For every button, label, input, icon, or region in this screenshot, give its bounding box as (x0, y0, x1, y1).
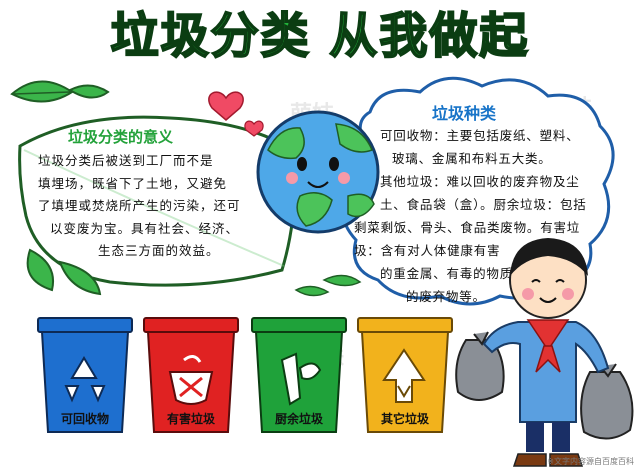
bin-other (357, 317, 453, 433)
meaning-line: 以变废为宝。具有社会、经济、 (50, 220, 240, 236)
bin-recyclable (37, 317, 133, 433)
food-waste-icon (280, 352, 322, 406)
types-line: 剩菜剩饭、骨头、食品类废物。有害垃 (354, 220, 581, 235)
hazard-icon (168, 355, 214, 405)
meaning-line: 了填埋或焚烧所产生的污染，还可 (38, 198, 241, 213)
earth-icon (256, 110, 380, 234)
meaning-text: 垃圾分类后被送到工厂而不是 填埋场，既省下了土地，又避免 了填埋或焚烧所产生的污… (38, 150, 274, 263)
poster-title: 垃圾分类 从我做起 (110, 7, 530, 65)
bin-label-hazardous: 有害垃圾 (166, 412, 215, 426)
types-heading: 垃圾种类 (432, 104, 497, 123)
types-line: 圾：含有对人体健康有害 (354, 243, 501, 258)
bin-hazardous (143, 317, 239, 433)
meaning-line: 垃圾分类后被送到工厂而不是 (38, 153, 214, 168)
boy-illustration (455, 238, 634, 467)
types-line: 土、食品袋（盒）。厨余垃圾：包括 (380, 197, 587, 212)
types-line: 的废弃物等。 (406, 289, 486, 304)
meaning-line: 填埋场，既省下了土地，又避免 (38, 175, 228, 191)
types-line: 玻璃、金属和布料五大类。 (392, 151, 552, 166)
meaning-heading: 垃圾分类的意义 (68, 128, 174, 146)
heart-icon (208, 91, 244, 121)
meaning-line: 生态三方面的效益。 (98, 243, 220, 258)
credit-note: ※文字内容源自百度百科 (547, 457, 634, 466)
trash-bag-icon (455, 331, 505, 401)
types-line: 的重金属、有毒的物质 (380, 266, 514, 281)
bin-label-other: 其它垃圾 (380, 412, 429, 426)
leaf-icon (10, 80, 110, 103)
heart-icon (244, 120, 264, 137)
other-waste-icon (382, 348, 426, 403)
recycle-icon (64, 356, 106, 403)
types-text: 可回收物：主要包括废纸、塑料、 玻璃、金属和布料五大类。 其他垃圾：难以回收的废… (354, 124, 606, 308)
types-line: 其他垃圾：难以回收的废弃物及尘 (380, 174, 580, 189)
bin-label-kitchen: 厨余垃圾 (274, 412, 323, 426)
leaf-icon (26, 248, 102, 296)
bin-kitchen (251, 317, 347, 433)
types-line: 可回收物：主要包括废纸、塑料、 (380, 128, 580, 143)
bin-label-recyclable: 可回收物 (60, 412, 109, 426)
